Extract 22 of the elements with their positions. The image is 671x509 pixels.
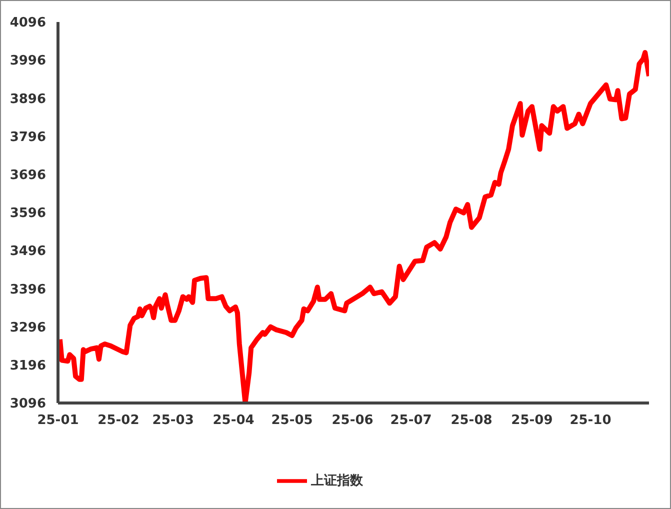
x-tick-label: 25-02 [98, 413, 140, 428]
legend-label: 上证指数 [311, 474, 363, 489]
y-tick-label: 3396 [10, 282, 46, 298]
y-tick-label: 3096 [10, 396, 46, 412]
y-tick-label: 3496 [10, 244, 46, 260]
x-tick-label: 25-09 [511, 413, 553, 428]
x-tick-label: 25-07 [390, 413, 432, 428]
y-tick-label: 3796 [10, 130, 46, 145]
y-tick-label: 3296 [10, 320, 46, 336]
x-tick-label: 25-03 [152, 413, 194, 428]
x-tick-label: 25-06 [332, 413, 374, 428]
x-tick-label: 25-01 [37, 413, 79, 428]
y-tick-label: 3696 [10, 168, 46, 184]
y-tick-label: 3196 [10, 358, 46, 374]
y-tick-label: 4096 [10, 16, 46, 31]
y-tick-label: 3996 [10, 54, 46, 69]
x-tick-label: 25-04 [212, 413, 254, 428]
x-tick-label: 25-08 [450, 413, 492, 428]
y-tick-label: 3596 [10, 206, 46, 222]
x-tick-label: 25-05 [271, 413, 313, 428]
x-tick-label: 25-10 [570, 413, 612, 428]
y-tick-label: 3896 [10, 92, 46, 107]
